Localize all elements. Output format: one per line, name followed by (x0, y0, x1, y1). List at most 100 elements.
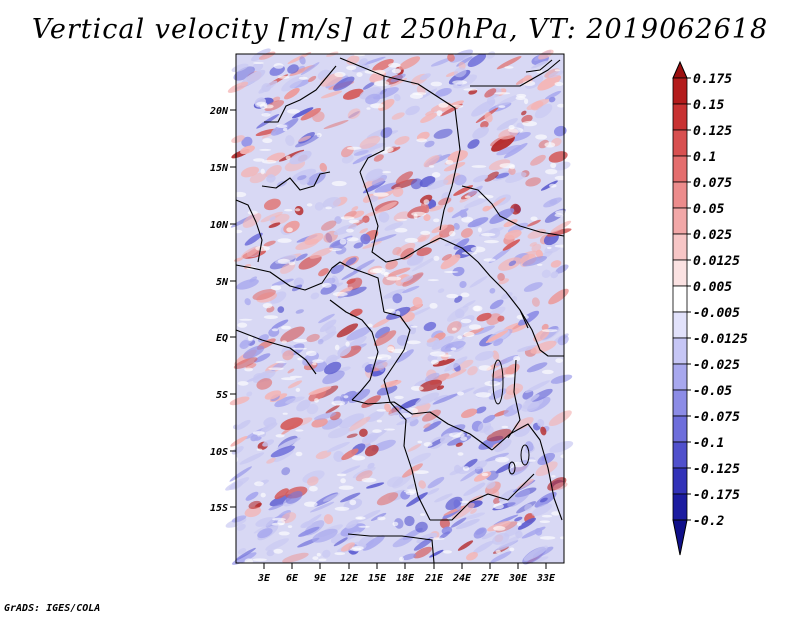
field-contour-gap (539, 520, 550, 523)
field-contour-gap (494, 92, 511, 95)
field-contour-gap (367, 323, 373, 328)
field-contour-gap (331, 400, 346, 406)
field-cell (525, 177, 541, 187)
field-cell (548, 151, 568, 163)
field-contour-gap (464, 195, 471, 199)
field-cell (372, 58, 394, 72)
field-cell (484, 452, 509, 462)
field-cell (501, 292, 513, 300)
field-cell (550, 271, 559, 279)
field-cell (443, 162, 466, 172)
colorbar-segment (672, 181, 688, 209)
lat-tick-label: 15S (210, 503, 228, 514)
field-cell (333, 537, 349, 547)
field-contour-gap (321, 282, 332, 288)
field-cell (255, 517, 276, 527)
field-contour-gap (340, 216, 355, 220)
field-cell (311, 418, 328, 428)
field-contour-gap (463, 331, 475, 338)
border-line (329, 299, 379, 401)
field-cell (453, 238, 470, 250)
colorbar-segment (672, 77, 688, 105)
field-contour-gap (256, 448, 263, 451)
field-cell (361, 395, 381, 409)
field-cell (524, 503, 533, 511)
field-contour-gap (477, 227, 482, 233)
field-cell (557, 335, 569, 346)
field-cell (392, 186, 404, 197)
field-cell (312, 528, 338, 543)
field-cell (431, 224, 448, 234)
field-contour-gap (554, 244, 570, 248)
field-cell (265, 538, 289, 551)
field-cell (420, 88, 438, 99)
field-cell (322, 493, 340, 502)
field-cell (472, 174, 488, 183)
field-cell (493, 497, 501, 505)
field-contour-gap (358, 525, 370, 528)
field-contour-gap (560, 536, 565, 540)
field-cell (525, 380, 550, 393)
field-contour-gap (346, 65, 357, 71)
field-cell (437, 288, 445, 293)
field-contour-gap (339, 238, 347, 245)
field-contour-gap (554, 175, 569, 181)
field-cell (497, 536, 520, 551)
field-contour-gap (431, 172, 441, 178)
border-line (383, 379, 431, 521)
field-cell (407, 443, 422, 452)
lake-outline (492, 359, 504, 405)
lon-tick-label: 18E (396, 573, 415, 584)
field-contour-gap (316, 552, 321, 557)
field-cell (280, 417, 304, 430)
field-cell (323, 119, 349, 130)
field-cell (359, 428, 368, 437)
field-contour-gap (478, 365, 492, 371)
field-cell (454, 174, 467, 186)
field-contour-gap (289, 375, 303, 378)
field-contour-gap (410, 385, 424, 391)
field-contour-gap (544, 142, 556, 148)
field-cell (415, 521, 428, 533)
field-cell (548, 410, 572, 427)
field-cell (325, 404, 340, 414)
field-cell (530, 154, 546, 166)
field-contour-gap (484, 380, 501, 387)
field-cell (376, 201, 397, 214)
field-cell (466, 185, 483, 198)
field-contour-gap (536, 263, 543, 266)
field-cell (393, 211, 410, 222)
colorbar-segment (672, 129, 688, 157)
field-cell (527, 228, 547, 239)
field-contour-gap (551, 511, 561, 516)
field-cell (508, 167, 516, 175)
field-contour-gap (281, 377, 296, 381)
field-contour-gap (278, 531, 290, 536)
border-line (461, 185, 565, 237)
field-cell (535, 461, 558, 477)
field-cell (240, 145, 255, 155)
field-cell (391, 112, 405, 120)
field-cell (252, 289, 276, 301)
field-cell (323, 514, 334, 525)
field-contour-gap (367, 356, 383, 360)
field-cell (236, 523, 246, 531)
field-cell (230, 436, 248, 447)
field-cell (521, 401, 540, 412)
field-cell (503, 219, 518, 228)
field-cell (256, 378, 273, 390)
field-cell (492, 350, 500, 361)
field-contour-gap (509, 547, 515, 552)
field-cell (446, 321, 462, 334)
field-cell (339, 413, 365, 429)
field-contour-gap (232, 229, 243, 234)
field-contour-gap (334, 344, 340, 351)
field-cell (327, 427, 351, 439)
field-contour-gap (462, 466, 470, 471)
field-cell (242, 345, 265, 359)
field-cell (494, 439, 512, 453)
field-contour-gap (233, 191, 247, 198)
field-cell (306, 403, 319, 415)
colorbar-bottom-arrow (672, 519, 688, 556)
field-contour-gap (332, 291, 348, 297)
